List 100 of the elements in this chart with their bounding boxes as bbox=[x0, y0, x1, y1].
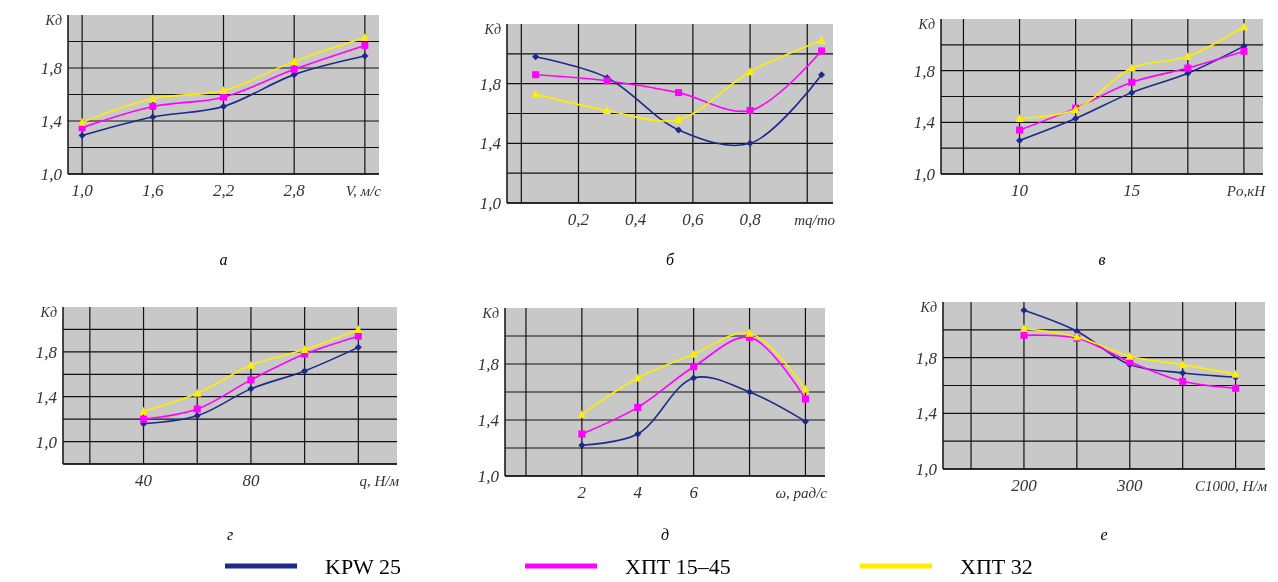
x-tick-label: 200 bbox=[1011, 476, 1038, 495]
point bbox=[1015, 113, 1024, 122]
y-tick-label: 1,4 bbox=[477, 411, 500, 430]
point bbox=[1016, 136, 1024, 144]
point bbox=[300, 345, 309, 354]
point bbox=[818, 71, 826, 79]
x-axis-title: ω, рад/с bbox=[775, 485, 828, 501]
point bbox=[1020, 331, 1028, 339]
y-tick-label: 1,0 bbox=[479, 194, 502, 213]
point bbox=[1183, 51, 1192, 60]
point bbox=[801, 395, 809, 403]
point bbox=[578, 441, 586, 449]
point bbox=[1232, 384, 1240, 392]
x-axis-title: Po,кН bbox=[1225, 183, 1267, 199]
point bbox=[1240, 47, 1248, 55]
point bbox=[1128, 89, 1136, 97]
y-tick-label: 1,0 bbox=[35, 432, 58, 452]
point bbox=[818, 47, 826, 55]
x-tick-label: 2,2 bbox=[212, 181, 235, 200]
point bbox=[1184, 64, 1192, 72]
point bbox=[301, 367, 309, 375]
y-tick-label: 1,8 bbox=[913, 61, 936, 81]
point bbox=[1073, 327, 1081, 335]
x-tick-label: 40 bbox=[135, 471, 153, 490]
point bbox=[633, 373, 642, 382]
x-axis-title: mq/mo bbox=[794, 212, 836, 228]
y-tick-label: 1,8 bbox=[477, 355, 500, 374]
point bbox=[361, 41, 369, 49]
y-axis-title: Кд bbox=[917, 17, 935, 32]
point bbox=[690, 363, 698, 371]
x-tick-label: 300 bbox=[1116, 476, 1144, 495]
point bbox=[220, 102, 227, 110]
point bbox=[1127, 63, 1136, 72]
point bbox=[1239, 22, 1248, 31]
point bbox=[1125, 351, 1134, 360]
point bbox=[361, 52, 369, 60]
y-axis-title: Кд bbox=[919, 300, 937, 315]
point bbox=[675, 126, 683, 134]
point bbox=[1019, 323, 1028, 332]
y-axis-title: Кд bbox=[39, 305, 57, 320]
x-axis-title: С1000, Н/м bbox=[1194, 478, 1268, 494]
point bbox=[140, 415, 148, 423]
x-tick-label: 2 bbox=[577, 483, 587, 502]
y-tick-label: 1,8 bbox=[40, 59, 63, 78]
text: г bbox=[226, 526, 234, 543]
text: д bbox=[660, 526, 670, 543]
y-axis-title: Кд bbox=[44, 13, 62, 28]
legend-label: ХПТ 15–45 bbox=[625, 554, 731, 579]
point bbox=[690, 374, 698, 382]
point bbox=[1231, 369, 1240, 378]
y-tick-label: 1,0 bbox=[40, 165, 63, 184]
point bbox=[246, 360, 255, 369]
x-tick-label: 2,8 bbox=[283, 181, 306, 200]
y-axis-title: Кд bbox=[481, 306, 499, 321]
y-axis-title: Кд bbox=[483, 22, 501, 37]
x-tick-label: 0,4 bbox=[625, 210, 647, 229]
y-tick-label: 1,4 bbox=[915, 404, 938, 424]
point bbox=[634, 430, 642, 438]
point bbox=[674, 114, 683, 123]
text: б bbox=[665, 251, 675, 268]
point bbox=[148, 93, 157, 102]
point bbox=[746, 388, 754, 396]
point bbox=[1020, 306, 1028, 314]
x-tick-label: 10 bbox=[1011, 181, 1029, 200]
point bbox=[149, 113, 157, 121]
y-tick-label: 1,4 bbox=[913, 113, 936, 133]
y-tick-label: 1,8 bbox=[35, 342, 58, 362]
point bbox=[532, 71, 540, 79]
point bbox=[149, 102, 157, 110]
point bbox=[1072, 114, 1080, 122]
point bbox=[532, 53, 540, 61]
legend-label: KPW 25 bbox=[325, 554, 401, 579]
point bbox=[689, 349, 698, 358]
y-tick-label: 1,4 bbox=[479, 134, 502, 154]
point bbox=[578, 430, 586, 438]
point bbox=[354, 343, 362, 351]
point bbox=[354, 332, 362, 340]
point bbox=[1179, 377, 1187, 385]
y-tick-label: 1,4 bbox=[35, 387, 58, 407]
point bbox=[78, 117, 87, 126]
y-tick-label: 1,8 bbox=[915, 348, 938, 368]
point bbox=[801, 417, 809, 425]
point bbox=[290, 65, 298, 73]
point bbox=[219, 86, 228, 95]
point bbox=[220, 93, 227, 101]
point bbox=[1178, 360, 1187, 369]
text: а bbox=[219, 251, 228, 268]
point bbox=[675, 89, 683, 97]
point bbox=[247, 385, 255, 393]
point bbox=[603, 106, 612, 115]
point bbox=[1179, 369, 1187, 377]
x-tick-label: 0,2 bbox=[567, 210, 590, 229]
point bbox=[634, 403, 642, 411]
x-axis-title: q, Н/м bbox=[359, 473, 400, 489]
point bbox=[360, 33, 369, 42]
point bbox=[531, 89, 540, 98]
x-tick-label: 0,6 bbox=[682, 210, 704, 229]
y-tick-label: 1,8 bbox=[479, 74, 502, 94]
x-tick-label: 0,8 bbox=[739, 210, 762, 229]
x-tick-label: 15 bbox=[1123, 181, 1141, 200]
